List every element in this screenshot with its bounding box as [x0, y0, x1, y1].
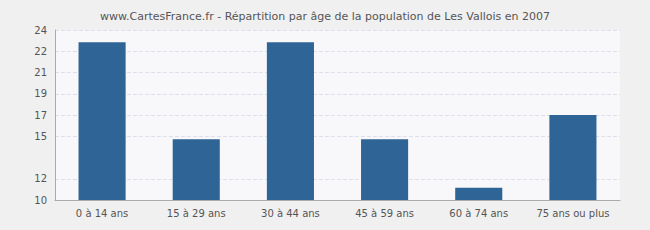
svg-text:www.CartesFrance.fr - Répartit: www.CartesFrance.fr - Répartition par âg… — [100, 10, 550, 23]
svg-text:15: 15 — [34, 131, 47, 142]
svg-text:30 à 44 ans: 30 à 44 ans — [261, 208, 320, 219]
svg-text:0 à 14 ans: 0 à 14 ans — [76, 208, 128, 219]
svg-text:24: 24 — [34, 25, 47, 36]
svg-text:12: 12 — [34, 173, 47, 184]
svg-text:10: 10 — [34, 195, 47, 206]
svg-text:21: 21 — [34, 67, 47, 78]
svg-text:60 à 74 ans: 60 à 74 ans — [449, 208, 508, 219]
svg-text:75 ans ou plus: 75 ans ou plus — [536, 208, 609, 219]
svg-text:17: 17 — [34, 110, 47, 121]
svg-text:15 à 29 ans: 15 à 29 ans — [167, 208, 226, 219]
svg-text:22: 22 — [34, 46, 47, 57]
svg-text:45 à 59 ans: 45 à 59 ans — [355, 208, 414, 219]
svg-text:19: 19 — [34, 88, 47, 99]
